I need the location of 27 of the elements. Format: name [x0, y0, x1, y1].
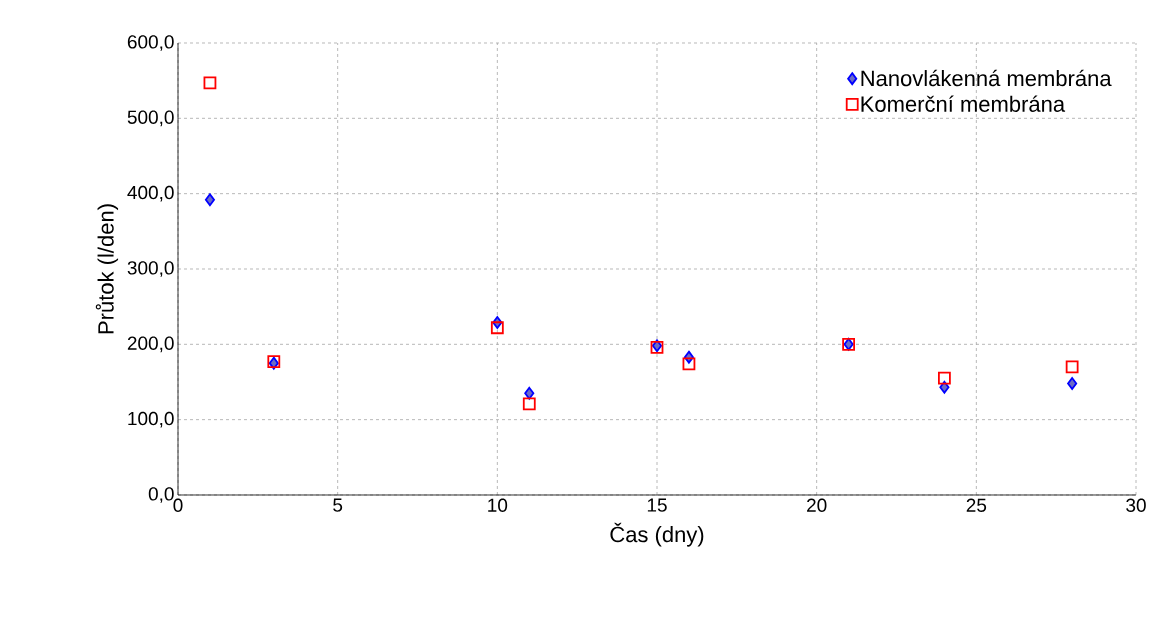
point [682, 357, 696, 371]
y-tick-label: 100,0 [128, 411, 174, 428]
point [1065, 360, 1079, 374]
x-tick-label: 15 [647, 498, 667, 512]
y-tick-label: 300,0 [127, 261, 174, 277]
legend-label: Komerční membrána [861, 95, 1066, 112]
point [203, 76, 217, 90]
y-tick-label: 0,0 [148, 487, 174, 503]
point [1067, 377, 1078, 390]
x-tick-label: 0 [173, 498, 183, 512]
x-axis-title: Čas (dny) [610, 522, 704, 547]
point [204, 193, 215, 207]
point [938, 371, 951, 385]
point [524, 386, 535, 400]
x-tick-label: 5 [333, 498, 343, 512]
point [522, 397, 536, 411]
x-tick-label: 20 [807, 498, 827, 512]
point [490, 321, 504, 335]
y-tick-label: 500,0 [127, 110, 174, 127]
y-tick-label: 600,0 [127, 35, 174, 51]
y-tick-label: 200,0 [127, 336, 174, 353]
y-axis-title: Průtok (l/den) [95, 204, 119, 334]
y-tick-label: 400,0 [127, 185, 174, 202]
x-tick-label: 10 [488, 498, 508, 512]
x-tick-label: 25 [966, 498, 987, 512]
x-tick-label: 30 [1126, 498, 1146, 512]
legend-label: Nanovlákenná membrána [861, 69, 1112, 87]
